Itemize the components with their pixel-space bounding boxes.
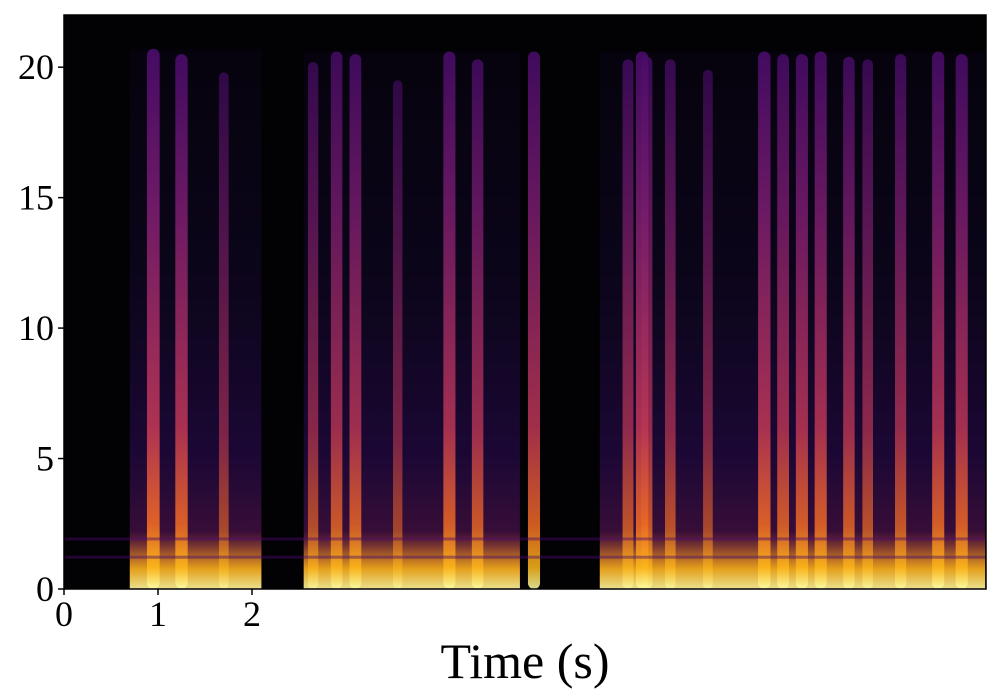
x-tick-label-2: 2 [243, 594, 261, 634]
y-tick-label-20: 20 [18, 47, 54, 87]
x-axis: 0 1 2 [55, 589, 261, 634]
band-21 [862, 59, 873, 589]
band-10 [527, 51, 541, 589]
band-8 [443, 51, 456, 589]
y-tick-label-15: 15 [18, 178, 54, 218]
x-tick-label-1: 1 [149, 594, 167, 634]
x-axis-title: Time (s) [440, 633, 609, 689]
y-axis: 0 5 10 15 20 [18, 47, 64, 609]
band-1 [146, 48, 160, 589]
band-16 [758, 51, 771, 589]
band-9 [471, 59, 484, 589]
plot-frame [63, 14, 987, 590]
band-15 [703, 69, 713, 589]
band-4 [307, 61, 319, 589]
band-19 [814, 51, 827, 589]
segment-energy-3 [599, 51, 986, 589]
band-3 [218, 72, 229, 589]
band-20 [843, 56, 855, 589]
band-13 [635, 51, 649, 589]
band-22 [895, 54, 907, 589]
y-tick-label-5: 5 [36, 439, 54, 479]
plot-area [63, 14, 987, 590]
band-6 [349, 54, 362, 589]
band-7 [393, 80, 403, 589]
heatmap-layer [64, 48, 986, 589]
band-24 [955, 54, 968, 589]
low-stripe-1 [64, 555, 986, 559]
segment-lowband-3 [599, 531, 986, 589]
y-tick-label-0: 0 [36, 569, 54, 609]
band-5 [330, 51, 343, 589]
low-stripe-2 [64, 537, 986, 541]
band-14 [665, 59, 676, 589]
band-2 [175, 54, 188, 589]
band-23 [932, 51, 945, 589]
band-11 [622, 59, 634, 589]
x-tick-label-0: 0 [55, 594, 73, 634]
band-18 [795, 54, 808, 589]
y-tick-label-10: 10 [18, 308, 54, 348]
band-17 [777, 54, 789, 589]
